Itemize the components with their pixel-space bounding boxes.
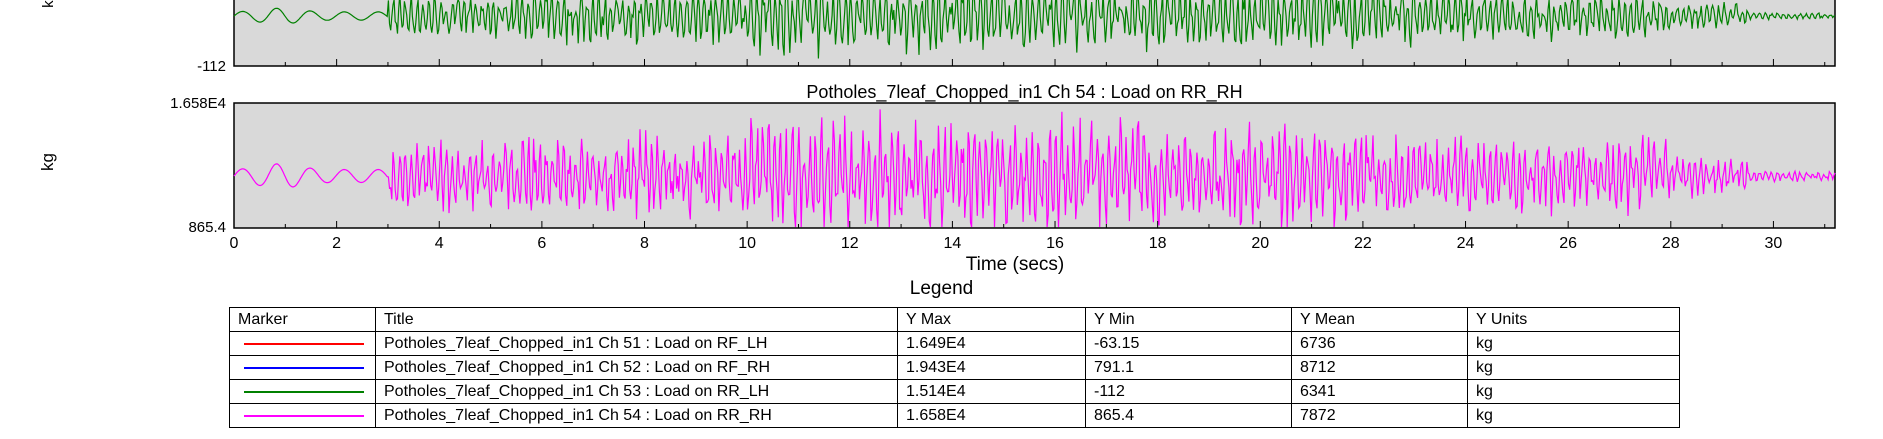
legend-row: Potholes_7leaf_Chopped_in1 Ch 51 : Load … [229, 331, 1680, 356]
legend-marker [229, 403, 376, 428]
plot2-x-tick-label: 12 [841, 235, 859, 252]
plot2-x-tick-label: 8 [640, 235, 649, 252]
legend-marker [229, 379, 376, 404]
plot2-x-tick-label: 2 [332, 235, 341, 252]
legend-cell-ymax: 1.649E4 [897, 331, 1086, 356]
legend-cell-units: kg [1467, 403, 1680, 428]
plot2-x-tick-label: 4 [435, 235, 444, 252]
legend-header-yunits: Y Units [1467, 307, 1680, 332]
legend-cell-ymin: 791.1 [1085, 355, 1292, 380]
legend-header-ymin: Y Min [1085, 307, 1292, 332]
legend-marker-line [244, 390, 364, 393]
legend-cell-ymax: 1.658E4 [897, 403, 1086, 428]
plot2-x-tick-label: 28 [1662, 235, 1680, 252]
plot2-x-tick-label: 0 [230, 235, 239, 252]
legend-cell-title: Potholes_7leaf_Chopped_in1 Ch 53 : Load … [375, 379, 898, 404]
legend-cell-units: kg [1467, 355, 1680, 380]
legend-cell-title: Potholes_7leaf_Chopped_in1 Ch 54 : Load … [375, 403, 898, 428]
plot2-x-tick-label: 22 [1354, 235, 1372, 252]
legend-cell-ymean: 6736 [1291, 331, 1468, 356]
plot2-x-tick-label: 6 [537, 235, 546, 252]
legend-cell-ymax: 1.514E4 [897, 379, 1086, 404]
plot1-background [233, 0, 1836, 67]
plot2-x-tick-label: 26 [1559, 235, 1577, 252]
legend-cell-ymean: 8712 [1291, 355, 1468, 380]
plot2-series-line [233, 109, 1836, 228]
plot2-x-tick-label: 16 [1046, 235, 1064, 252]
legend-cell-ymin: 865.4 [1085, 403, 1292, 428]
plot2-x-tick-label: 30 [1765, 235, 1783, 252]
plot2-y-tick-label: 1.658E4 [170, 95, 226, 112]
legend-cell-units: kg [1467, 379, 1680, 404]
plot1-series-line [233, 0, 1836, 59]
plot2-x-tick-label: 18 [1149, 235, 1167, 252]
legend-marker [229, 331, 376, 356]
plot1-y-tick-label: -112 [197, 58, 226, 75]
plot2-x-tick-label: 14 [943, 235, 961, 252]
legend-cell-ymin: -63.15 [1085, 331, 1292, 356]
plot2-x-tick-label: 20 [1251, 235, 1269, 252]
legend-header-marker: Marker [229, 307, 376, 332]
legend-title: Legend [909, 278, 974, 299]
plot2-x-tick-label: 24 [1457, 235, 1475, 252]
legend-cell-title: Potholes_7leaf_Chopped_in1 Ch 51 : Load … [375, 331, 898, 356]
plot2-title: Potholes_7leaf_Chopped_in1 Ch 54 : Load … [806, 82, 1242, 103]
x-axis-label: Time (secs) [966, 254, 1065, 275]
legend-cell-units: kg [1467, 331, 1680, 356]
legend-row: Potholes_7leaf_Chopped_in1 Ch 53 : Load … [229, 379, 1680, 404]
legend-row: Potholes_7leaf_Chopped_in1 Ch 54 : Load … [229, 403, 1680, 428]
legend-marker-line [244, 414, 364, 417]
legend-cell-ymean: 6341 [1291, 379, 1468, 404]
legend-cell-ymin: -112 [1085, 379, 1292, 404]
plot2-y-tick-label: 865.4 [188, 219, 226, 236]
legend-header-row: Marker Title Y Max Y Min Y Mean Y Units [229, 307, 1680, 332]
plot2-x-tick-label: 10 [738, 235, 756, 252]
legend-cell-ymax: 1.943E4 [897, 355, 1086, 380]
plots-svg: -112 kg Potholes_7leaf_Chopped_in1 Ch 54 :… [38, 0, 1836, 275]
legend-table: Marker Title Y Max Y Min Y Mean Y Units … [229, 307, 1680, 428]
legend-marker-line [244, 342, 364, 345]
plot1-y-axis-label: kg [40, 0, 57, 8]
legend-marker [229, 355, 376, 380]
legend-cell-ymean: 7872 [1291, 403, 1468, 428]
legend-header-ymean: Y Mean [1291, 307, 1468, 332]
plot2-y-axis-label: kg [38, 153, 57, 171]
legend-header-title: Title [375, 307, 898, 332]
legend-cell-title: Potholes_7leaf_Chopped_in1 Ch 52 : Load … [375, 355, 898, 380]
legend-row: Potholes_7leaf_Chopped_in1 Ch 52 : Load … [229, 355, 1680, 380]
legend-marker-line [244, 366, 364, 369]
legend-header-ymax: Y Max [897, 307, 1086, 332]
